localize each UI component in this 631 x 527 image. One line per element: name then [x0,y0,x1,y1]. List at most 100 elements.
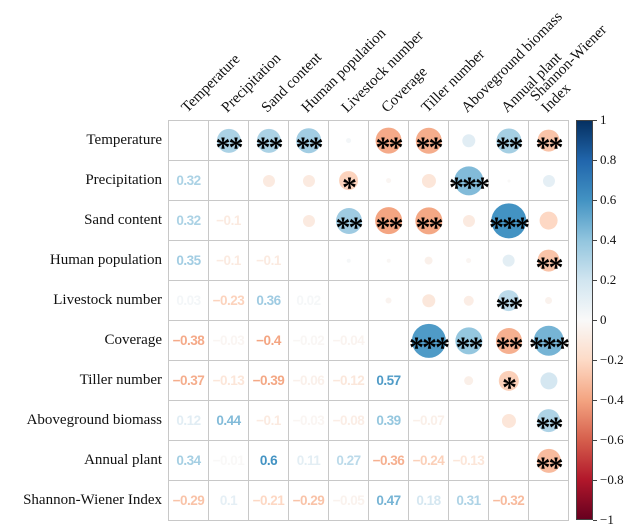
colorbar-tick-mark [593,520,597,521]
correlation-value: −0.37 [172,373,205,388]
correlation-value: 0.36 [256,293,281,308]
matrix-cell [249,201,289,241]
colorbar-tick-label: 1 [600,112,607,127]
correlation-value: −0.1 [256,413,281,428]
matrix-cell [449,121,489,161]
correlation-circle [490,202,527,239]
correlation-value: 0.44 [216,413,241,428]
correlation-value: −0.29 [292,493,325,508]
matrix-cell [369,281,409,321]
matrix-cell: −0.06 [289,361,329,401]
significance-stars: * [342,170,357,204]
correlation-value: −0.39 [252,373,285,388]
correlation-value: 0.35 [176,253,201,268]
row-label-livestock-number: Livestock number [53,292,162,308]
significance-stars: ** [495,330,524,364]
colorbar-tick-mark [593,400,597,401]
correlation-value: −0.21 [252,493,285,508]
colorbar-tick-label: −0.2 [600,352,624,367]
row-label-coverage: Coverage [104,332,162,348]
correlation-circle [454,326,483,355]
significance-stars: ** [535,250,564,284]
significance-stars: ** [255,130,284,164]
colorbar-tick-label: −0.6 [600,432,624,447]
matrix-cell: ** [409,121,449,164]
colorbar-tick-mark [593,280,597,281]
matrix-cell [329,241,369,281]
correlation-value: 0.57 [376,373,401,388]
matrix-cell: −0.32 [489,481,529,521]
matrix-cell [369,161,409,201]
correlation-circle [256,128,281,153]
significance-stars: ** [375,210,404,244]
matrix-cell: −0.23 [209,281,249,321]
matrix-cell: −0.29 [169,481,209,521]
correlation-value: −0.03 [292,413,325,428]
matrix-cell: ** [249,121,289,164]
correlation-circle [385,297,392,304]
correlation-circle [338,170,359,191]
matrix-cell: 0.57 [369,361,409,401]
matrix-cell [329,121,369,161]
correlation-circle [345,137,352,144]
matrix-cell: −0.04 [329,321,369,361]
correlation-circle [506,178,511,183]
matrix-cell: *** [529,321,570,364]
matrix-cell: 0.18 [409,481,449,521]
matrix-cell: ** [529,401,569,444]
significance-stars: ** [535,450,564,484]
significance-stars: *** [409,330,450,364]
matrix-cell [409,161,449,201]
matrix-cell: ** [529,441,569,484]
correlation-circle [537,249,560,272]
correlation-value: 0.32 [176,173,201,188]
correlation-circle [421,173,436,188]
correlation-circle [295,127,322,154]
matrix-cell: ** [209,121,249,164]
colorbar-tick-mark [593,360,597,361]
colorbar-gradient [576,120,593,520]
correlation-value: 0.11 [296,453,321,468]
matrix-cell: −0.07 [409,401,449,441]
correlation-circle [411,323,446,358]
matrix-cell [489,241,529,281]
matrix-cell: −0.1 [209,201,249,241]
correlation-value: −0.23 [212,293,245,308]
colorbar-tick-label: 0.8 [600,152,617,167]
matrix-cell: ** [289,121,329,164]
significance-stars: ** [295,130,324,164]
correlation-value: −0.32 [492,493,525,508]
correlation-circle [415,127,442,154]
matrix-cell [529,481,569,521]
correlation-circle [539,211,558,230]
correlation-value: −0.12 [332,373,365,388]
matrix-cell: ** [489,321,529,364]
matrix-cell [529,281,569,321]
row-label-aboveground-biomass: Aboveground biomass [26,412,162,428]
matrix-cell: −0.4 [249,321,289,361]
row-label-annual-plant: Annual plant [84,452,162,468]
matrix-cell: ** [329,201,369,244]
matrix-cell: −0.1 [209,241,249,281]
correlation-circle [346,258,351,263]
matrix-cell [169,121,209,161]
significance-stars: *** [489,210,530,244]
correlation-value: 0.39 [376,413,401,428]
correlation-circle [502,254,515,267]
matrix-cell: 0.32 [169,201,209,241]
row-label-temperature: Temperature [86,132,162,148]
matrix-cell: 0.6 [249,441,289,481]
matrix-cell [289,161,329,201]
correlation-value: −0.4 [256,333,281,348]
matrix-cell [209,161,249,201]
significance-stars: *** [449,170,490,204]
significance-stars: ** [415,210,444,244]
correlation-value: −0.02 [292,333,325,348]
correlation-circle [537,129,560,152]
correlation-circle [262,174,275,187]
matrix-cell [529,361,569,401]
matrix-cell: −0.36 [369,441,409,481]
matrix-cell: −0.37 [169,361,209,401]
matrix-cell [409,281,449,321]
correlation-value: −0.08 [332,413,365,428]
